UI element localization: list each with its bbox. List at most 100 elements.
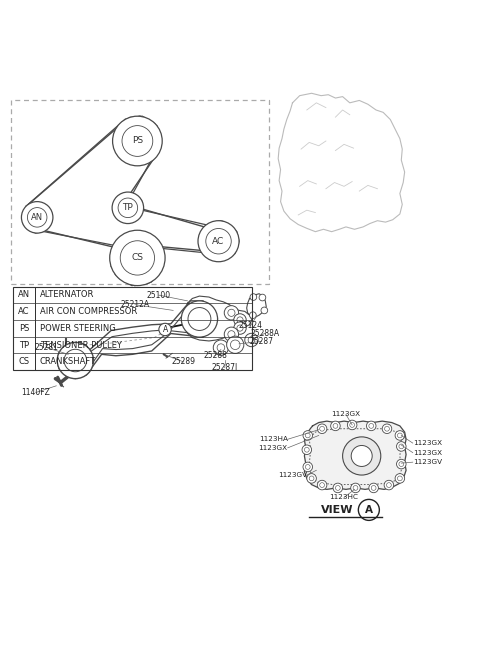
Circle shape [397, 476, 402, 481]
Circle shape [371, 486, 376, 490]
Circle shape [353, 486, 358, 490]
Circle shape [309, 476, 314, 481]
Circle shape [304, 447, 309, 452]
Circle shape [351, 483, 360, 493]
Text: 1123GX: 1123GX [259, 445, 288, 451]
Text: 25288A: 25288A [250, 329, 279, 338]
Circle shape [303, 431, 312, 440]
Text: 1123GX: 1123GX [413, 440, 442, 446]
Circle shape [57, 343, 94, 379]
Text: 1123HA: 1123HA [259, 436, 288, 442]
Text: 25100: 25100 [147, 291, 171, 300]
Text: PS: PS [132, 136, 143, 146]
Circle shape [228, 309, 235, 316]
Circle shape [307, 474, 316, 483]
Circle shape [245, 333, 258, 347]
Circle shape [224, 327, 239, 341]
Bar [11, 100, 269, 284]
Text: AC: AC [18, 307, 30, 316]
Text: AIR CON COMPRESSOR: AIR CON COMPRESSOR [39, 307, 137, 316]
Text: AN: AN [31, 213, 43, 222]
Text: AC: AC [212, 237, 225, 246]
Circle shape [198, 221, 239, 262]
Text: CS: CS [19, 357, 30, 366]
Circle shape [234, 322, 246, 334]
Circle shape [336, 486, 340, 490]
Circle shape [331, 421, 340, 431]
Text: 1140FZ: 1140FZ [21, 388, 50, 397]
Text: 25212A: 25212A [120, 301, 150, 309]
Circle shape [305, 433, 310, 438]
Circle shape [317, 480, 327, 490]
Circle shape [213, 340, 228, 355]
Text: TP: TP [19, 341, 29, 349]
Circle shape [110, 230, 165, 285]
Text: POWER STEERING: POWER STEERING [39, 324, 115, 333]
Text: A: A [365, 505, 373, 515]
Text: 25287: 25287 [250, 337, 274, 346]
Circle shape [317, 424, 327, 434]
Circle shape [348, 420, 357, 430]
Circle shape [397, 433, 402, 438]
Text: 1123HC: 1123HC [330, 494, 359, 500]
Circle shape [22, 202, 53, 233]
Circle shape [350, 422, 355, 427]
Circle shape [64, 349, 86, 372]
Circle shape [395, 474, 405, 483]
Circle shape [228, 331, 235, 338]
Circle shape [120, 241, 155, 275]
Circle shape [227, 336, 244, 353]
Circle shape [303, 462, 312, 472]
Circle shape [159, 324, 171, 335]
Circle shape [237, 325, 243, 331]
Circle shape [333, 483, 343, 493]
Text: 1123GV: 1123GV [278, 472, 307, 478]
Circle shape [250, 312, 256, 318]
Circle shape [237, 317, 243, 323]
Circle shape [122, 126, 153, 156]
Circle shape [224, 306, 239, 320]
Circle shape [248, 337, 255, 343]
Circle shape [320, 426, 324, 431]
Circle shape [351, 445, 372, 467]
Circle shape [305, 465, 310, 469]
Text: 1123GX: 1123GX [413, 449, 442, 455]
Text: 25287I: 25287I [212, 363, 238, 372]
Circle shape [382, 424, 392, 434]
Text: 25124: 25124 [239, 321, 263, 330]
Circle shape [261, 307, 268, 314]
Circle shape [188, 308, 211, 330]
Circle shape [206, 229, 231, 254]
Circle shape [369, 424, 373, 428]
Circle shape [384, 480, 394, 490]
Bar [13, 287, 252, 370]
Circle shape [395, 431, 405, 440]
Circle shape [369, 483, 378, 493]
Text: TENSIONER PULLEY: TENSIONER PULLEY [39, 341, 121, 349]
Text: CS: CS [132, 254, 144, 262]
Text: 25288: 25288 [203, 351, 227, 360]
Circle shape [118, 198, 138, 217]
Text: VIEW: VIEW [321, 505, 353, 515]
Circle shape [320, 482, 324, 488]
Circle shape [113, 116, 162, 166]
Circle shape [181, 301, 217, 337]
Circle shape [366, 421, 376, 431]
Circle shape [343, 437, 381, 475]
Circle shape [399, 462, 404, 467]
Circle shape [396, 442, 406, 451]
Circle shape [386, 482, 391, 488]
Circle shape [217, 344, 225, 351]
Text: PS: PS [19, 324, 29, 333]
Text: A: A [162, 325, 168, 334]
Text: 25281: 25281 [35, 343, 59, 352]
Circle shape [333, 424, 338, 428]
Text: 1123GX: 1123GX [331, 411, 360, 417]
Text: 1123GV: 1123GV [413, 459, 442, 465]
Circle shape [396, 459, 406, 469]
Circle shape [259, 294, 266, 301]
Circle shape [234, 314, 246, 326]
Circle shape [250, 294, 257, 301]
Circle shape [359, 500, 379, 521]
Circle shape [302, 445, 312, 455]
